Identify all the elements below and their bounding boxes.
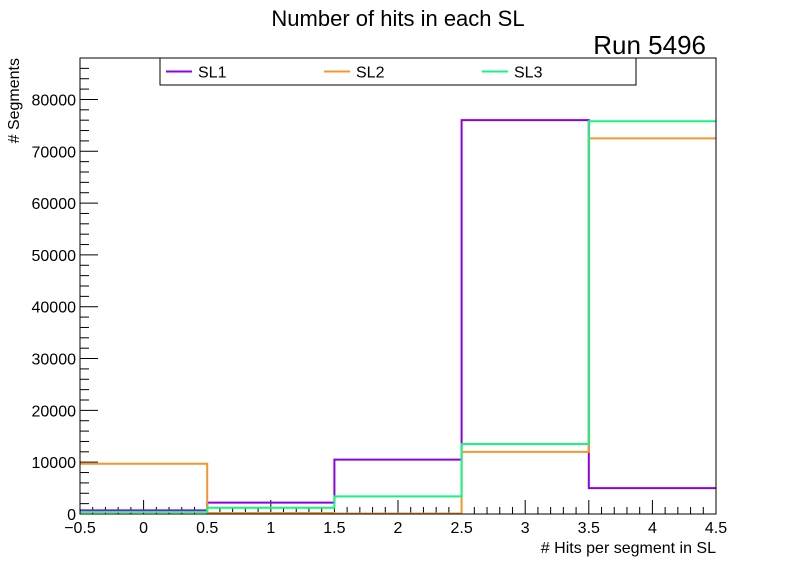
- x-tick-label: 3: [521, 520, 530, 537]
- legend-box: [159, 57, 637, 86]
- series-line-sl3: [80, 120, 716, 513]
- y-tick-label: 20000: [32, 403, 77, 420]
- x-tick-label: 1: [266, 520, 275, 537]
- chart-title: Number of hits in each SL: [271, 6, 525, 31]
- y-tick-label: 70000: [32, 144, 77, 161]
- y-tick-label: 40000: [32, 300, 77, 317]
- x-tick-label: 4: [648, 520, 657, 537]
- x-tick-label: 0: [139, 520, 148, 537]
- x-tick-label: 2.5: [450, 520, 472, 537]
- series-line-sl2: [80, 137, 716, 515]
- y-tick-label: 10000: [32, 455, 77, 472]
- y-axis-label: # Segments: [6, 58, 23, 143]
- x-tick-label: 2: [394, 520, 403, 537]
- y-tick-label: 50000: [32, 248, 77, 265]
- x-tick-label: 1.5: [323, 520, 345, 537]
- x-tick-label: 0.5: [196, 520, 218, 537]
- run-annotation: Run 5496: [593, 30, 706, 60]
- x-tick-label: 3.5: [578, 520, 600, 537]
- series-line-sl1: [80, 119, 716, 512]
- legend-label-sl2: SL2: [356, 65, 385, 82]
- legend-label-sl3: SL3: [514, 65, 543, 82]
- y-tick-label: 60000: [32, 196, 77, 213]
- x-tick-label: 4.5: [705, 520, 727, 537]
- y-tick-label: 30000: [32, 352, 77, 369]
- x-tick-label: −0.5: [64, 520, 96, 537]
- legend-label-sl1: SL1: [198, 65, 227, 82]
- x-axis-label: # Hits per segment in SL: [541, 540, 716, 557]
- plot-frame: [79, 57, 717, 515]
- y-tick-label: 80000: [32, 92, 77, 109]
- y-tick-label: 0: [67, 507, 76, 524]
